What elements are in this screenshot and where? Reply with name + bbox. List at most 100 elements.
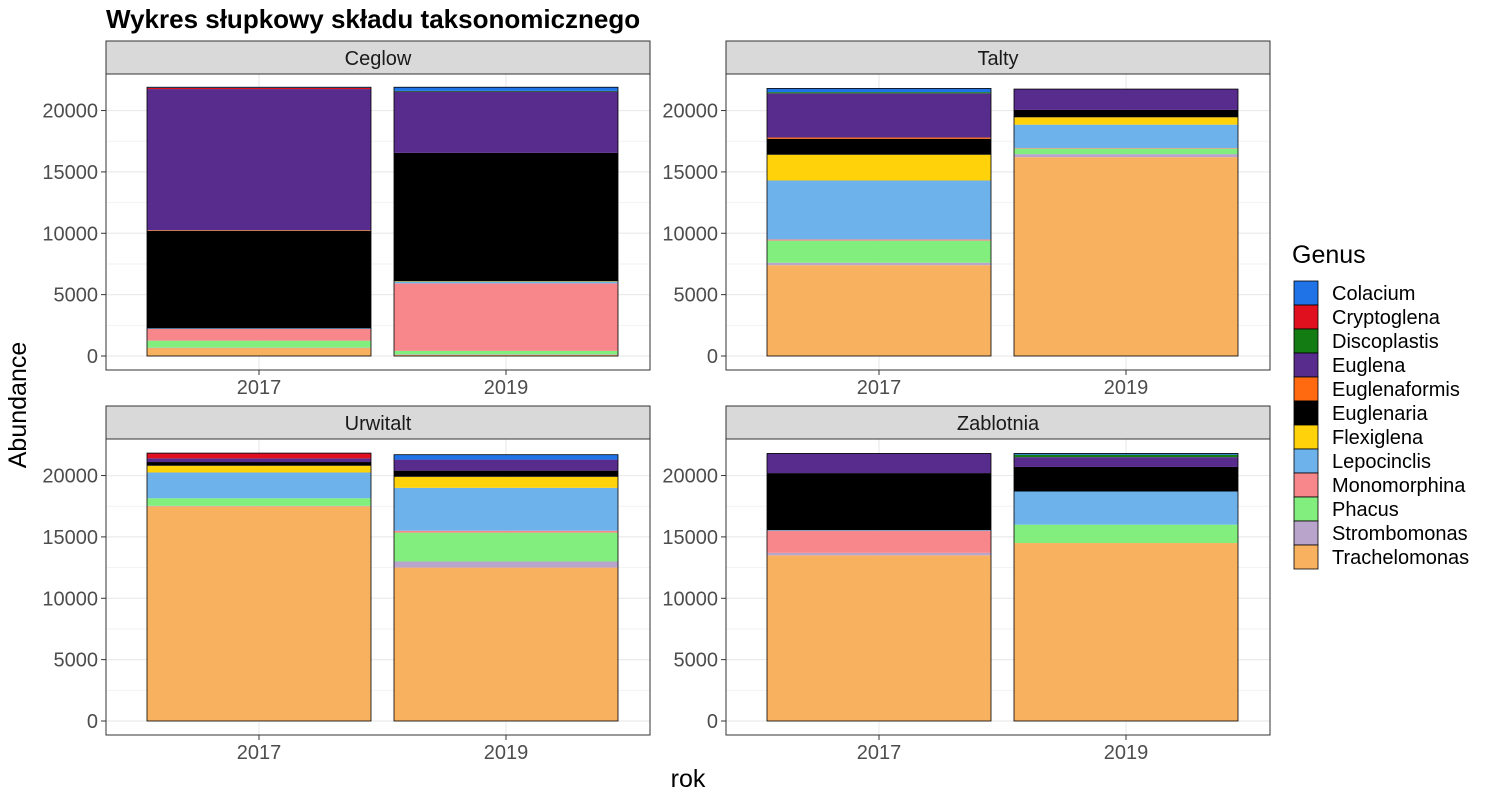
bar-segment-euglena <box>767 453 991 474</box>
bar-segment-trachelomonas <box>767 555 991 721</box>
y-axis-title: Abundance <box>4 342 32 469</box>
bar-segment-phacus <box>394 350 618 355</box>
bar-segment-monomorphina <box>394 530 618 533</box>
legend-label: Flexiglena <box>1332 427 1424 449</box>
bar-segment-monomorphina <box>394 283 618 351</box>
bar-segment-euglenaria <box>147 462 371 466</box>
bar-segment-euglena <box>394 459 618 471</box>
bar-segment-flexiglena <box>767 154 991 181</box>
facet-label: Zablotnia <box>957 413 1040 435</box>
x-axis-title: rok <box>671 765 706 793</box>
panel-border <box>105 73 651 371</box>
bar-outline <box>393 86 619 357</box>
bar-segment-trachelomonas <box>147 506 371 721</box>
bar-segment-cryptoglena <box>147 453 371 459</box>
legend-swatch-phacus <box>1293 496 1319 522</box>
x-tick-label: 2019 <box>484 377 529 399</box>
legend-swatch-monomorphina <box>1293 472 1319 498</box>
bar-segment-euglenaria <box>767 473 991 531</box>
bar-segment-strombomonas <box>147 347 371 349</box>
bar-segment-euglenaria <box>1014 109 1238 118</box>
y-tick-label: 0 <box>707 711 718 733</box>
legend-swatch-euglenaria <box>1293 400 1319 426</box>
chart-title: Wykres słupkowy składu taksonomicznego <box>106 4 641 34</box>
bar-segment-lepocinclis <box>767 530 991 531</box>
bar-segment-strombomonas <box>394 354 618 355</box>
x-tick-label: 2019 <box>1104 377 1149 399</box>
bar-segment-monomorphina <box>1014 147 1238 149</box>
panel-border <box>725 73 1271 371</box>
x-tick-label: 2017 <box>857 377 902 399</box>
bar-segment-lepocinclis <box>394 487 618 531</box>
bar-outline <box>393 454 619 722</box>
y-tick-label: 10000 <box>42 588 98 610</box>
facet-label: Urwitalt <box>345 413 412 435</box>
facet-strip <box>725 405 1271 440</box>
bar-segment-euglenaformis <box>767 137 991 139</box>
legend-swatch-lepocinclis <box>1293 448 1319 474</box>
bar-segment-trachelomonas <box>1014 157 1238 356</box>
bar-outline <box>1013 88 1239 357</box>
y-tick-label: 5000 <box>674 285 719 307</box>
bar-segment-trachelomonas <box>767 265 991 356</box>
bar-segment-euglenaria <box>1014 466 1238 492</box>
bar-segment-euglena <box>1014 457 1238 467</box>
legend-label: Colacium <box>1332 283 1415 305</box>
bar-segment-euglena <box>147 458 371 463</box>
x-tick-label: 2019 <box>1104 742 1149 764</box>
y-tick-label: 20000 <box>662 101 718 123</box>
bar-segment-euglenaformis <box>147 230 371 231</box>
bar-segment-discoplastis <box>767 92 991 94</box>
y-tick-label: 15000 <box>662 162 718 184</box>
bar-segment-trachelomonas <box>394 567 618 721</box>
bar-outline <box>766 453 992 722</box>
bar-segment-colacium <box>1014 453 1238 455</box>
bar-segment-euglena <box>1014 89 1238 110</box>
bar-segment-euglenaria <box>394 152 618 282</box>
bar-segment-colacium <box>394 87 618 91</box>
y-tick-label: 5000 <box>54 285 99 307</box>
bar-segment-phacus <box>1014 148 1238 155</box>
bar-segment-euglenaria <box>147 230 371 329</box>
bar-segment-cryptoglena <box>147 87 371 90</box>
bar-segment-flexiglena <box>147 465 371 473</box>
y-tick-label: 5000 <box>54 650 99 672</box>
y-tick-label: 0 <box>707 346 718 368</box>
y-tick-label: 15000 <box>42 162 98 184</box>
bar-segment-lepocinclis <box>147 472 371 499</box>
panel-border <box>725 438 1271 736</box>
bar-outline <box>1013 453 1239 722</box>
bar-segment-phacus <box>394 532 618 562</box>
bar-segment-strombomonas <box>1014 154 1238 158</box>
bar-segment-strombomonas <box>767 552 991 556</box>
y-tick-label: 5000 <box>674 650 719 672</box>
bar-segment-flexiglena <box>394 281 618 282</box>
legend-swatch-flexiglena <box>1293 424 1319 450</box>
y-tick-label: 10000 <box>662 223 718 245</box>
bar-segment-colacium <box>767 88 991 93</box>
bar-segment-monomorphina <box>767 530 991 553</box>
bar-segment-flexiglena <box>1014 117 1238 125</box>
bar-segment-discoplastis <box>1014 454 1238 458</box>
bar-segment-trachelomonas <box>1014 543 1238 721</box>
y-tick-label: 20000 <box>42 101 98 123</box>
bar-segment-phacus <box>147 498 371 506</box>
bar-segment-phacus <box>1014 524 1238 544</box>
bar-segment-euglena <box>767 93 991 138</box>
facet-strip <box>105 405 651 440</box>
bar-segment-strombomonas <box>147 505 371 507</box>
y-tick-label: 10000 <box>42 223 98 245</box>
bar-segment-strombomonas <box>394 561 618 568</box>
x-tick-label: 2017 <box>237 742 282 764</box>
legend-label: Trachelomonas <box>1332 547 1469 569</box>
legend-swatch-strombomonas <box>1293 520 1319 546</box>
bar-segment-lepocinclis <box>767 180 991 240</box>
legend-swatch-discoplastis <box>1293 328 1319 354</box>
bar-segment-lepocinclis <box>1014 124 1238 148</box>
y-tick-label: 0 <box>87 346 98 368</box>
y-tick-label: 20000 <box>42 466 98 488</box>
bar-segment-euglena <box>394 91 618 153</box>
panel-border <box>105 438 651 736</box>
legend-label: Euglenaformis <box>1332 379 1460 401</box>
bar-outline <box>146 452 372 722</box>
